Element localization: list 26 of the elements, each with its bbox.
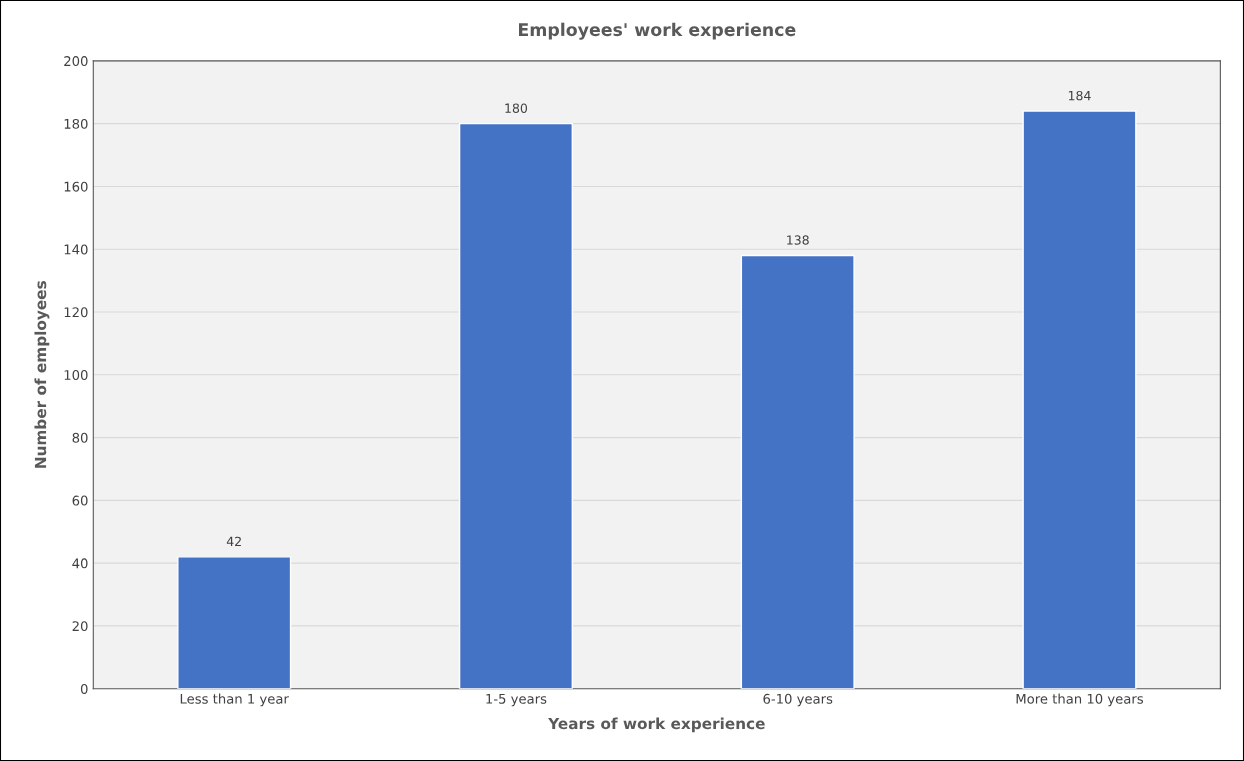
y-tick-label: 100 bbox=[64, 370, 88, 380]
y-tick-label: 180 bbox=[64, 118, 88, 129]
y-tick-label: 20 bbox=[72, 621, 88, 632]
x-tick-label: 6-10 years bbox=[763, 693, 833, 707]
y-tick-label: 40 bbox=[72, 558, 88, 569]
x-tick-label: 1-5 years bbox=[486, 693, 547, 707]
y-axis-title: Number of employees bbox=[34, 281, 50, 468]
y-tick-label: 140 bbox=[64, 244, 88, 255]
y-tick-label: 120 bbox=[64, 307, 88, 318]
y-tick-label: 0 bbox=[80, 683, 88, 694]
y-tick-label: 60 bbox=[72, 495, 88, 506]
data-label: 138 bbox=[787, 235, 809, 245]
chart-title: Employees' work experience bbox=[519, 22, 796, 40]
data-label: 180 bbox=[505, 103, 528, 113]
y-tick-label: 80 bbox=[72, 432, 88, 443]
data-label: 184 bbox=[1068, 90, 1091, 101]
y-tick-label: 160 bbox=[64, 181, 88, 192]
bar bbox=[458, 122, 573, 689]
data-label: 42 bbox=[226, 536, 241, 546]
bar bbox=[1022, 110, 1137, 689]
y-tick-label: 200 bbox=[64, 56, 88, 67]
x-tick-label: Less than 1 year bbox=[180, 693, 289, 707]
bar bbox=[177, 556, 292, 689]
bar bbox=[740, 254, 855, 689]
x-tick-label: More than 10 years bbox=[1016, 693, 1144, 707]
x-axis-title: Years of work experience bbox=[548, 717, 765, 733]
